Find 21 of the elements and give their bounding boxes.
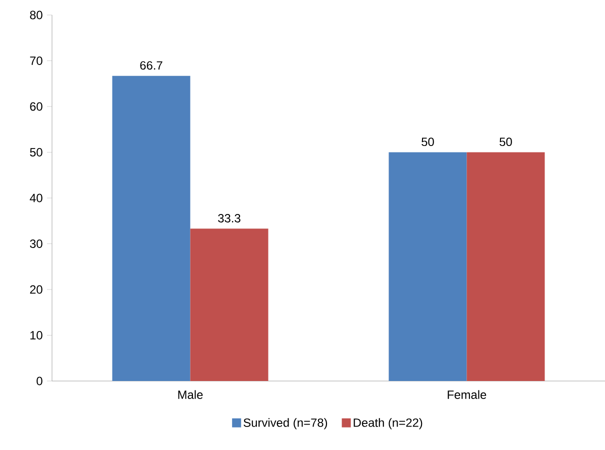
y-tick-label: 50 (30, 148, 42, 156)
y-tick-label: 30 (30, 240, 42, 248)
data-label: 33.3 (218, 214, 240, 222)
bar (388, 152, 467, 381)
x-tick-label: Female (448, 390, 486, 399)
bar (112, 76, 190, 381)
bar (190, 228, 268, 381)
y-tick-label: 80 (30, 10, 42, 20)
data-label: 50 (422, 138, 434, 146)
data-label: 50 (500, 138, 512, 146)
y-tick-label: 0 (36, 376, 42, 386)
y-tick-label: 40 (30, 194, 42, 202)
y-tick-label: 20 (30, 285, 42, 294)
legend-label: Survived (n=78) (244, 418, 328, 430)
y-tick-label: 70 (30, 56, 42, 65)
data-label: 66.7 (140, 61, 162, 70)
x-tick-label: Male (178, 390, 203, 399)
legend-label: Death (n=22) (354, 418, 422, 430)
y-tick-label: 60 (30, 102, 42, 111)
bar (466, 152, 545, 381)
y-tick-label: 10 (30, 331, 42, 340)
